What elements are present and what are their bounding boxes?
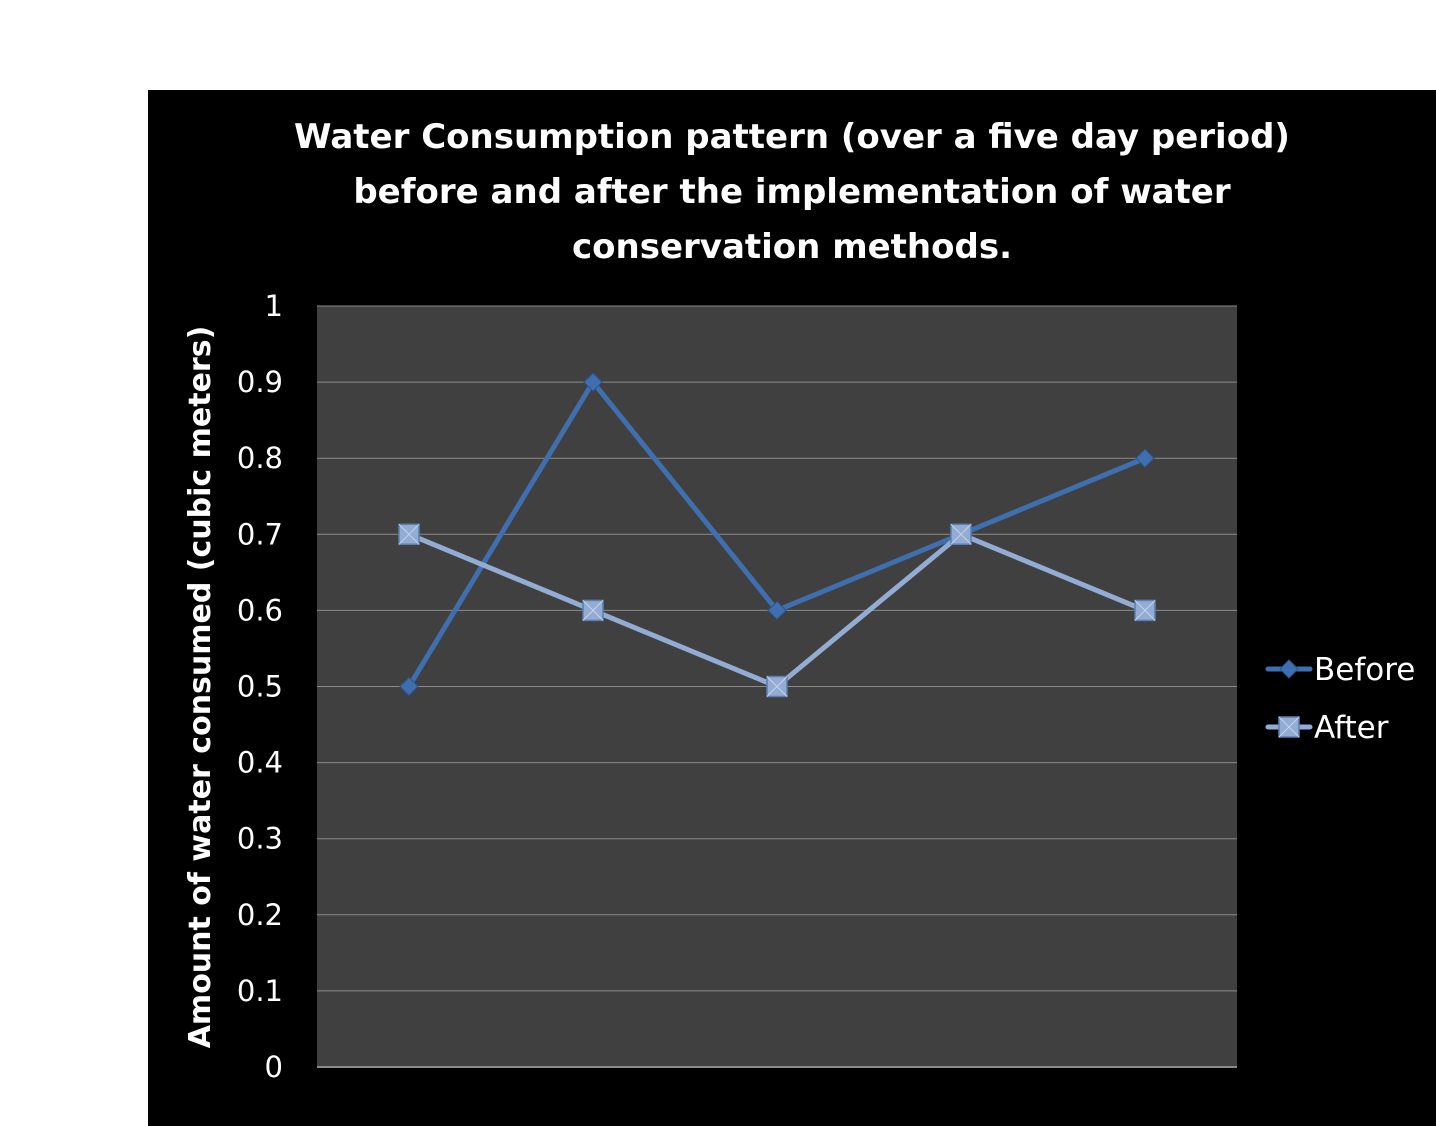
- y-tick-label: 0.2: [237, 898, 283, 932]
- y-tick-label: 0: [265, 1050, 283, 1084]
- y-tick-label: 0.4: [237, 746, 283, 780]
- data-point: [398, 523, 420, 546]
- legend-marker-icon: [1278, 716, 1300, 738]
- data-point: [583, 372, 603, 392]
- data-point: [767, 600, 787, 621]
- legend-item-before: Before: [1265, 652, 1415, 688]
- y-tick-label: 1: [265, 289, 283, 323]
- y-axis-label: Amount of water consumed (cubic meters): [183, 326, 218, 1049]
- data-point: [1135, 448, 1155, 468]
- legend-label: Before: [1314, 652, 1415, 688]
- data-point: [950, 523, 972, 546]
- title-line-3: conservation methods.: [572, 227, 1012, 267]
- legend-label: After: [1314, 710, 1389, 746]
- chart-title: Water Consumption pattern (over a five d…: [294, 117, 1290, 267]
- y-tick-label: 0.6: [237, 593, 283, 627]
- y-tick-label: 0.3: [237, 822, 283, 856]
- data-point: [399, 676, 419, 697]
- data-point: [766, 675, 788, 698]
- title-line-1: Water Consumption pattern (over a five d…: [294, 117, 1290, 157]
- data-point: [1134, 599, 1156, 622]
- legend-item-after: After: [1265, 710, 1389, 746]
- y-tick-label: 0.8: [237, 441, 283, 475]
- y-tick-label: 0.5: [237, 670, 283, 704]
- y-tick-label: 0.9: [237, 365, 283, 399]
- title-line-2: before and after the implementation of w…: [353, 172, 1231, 212]
- y-tick-label: 0.1: [237, 974, 283, 1008]
- y-tick-label: 0.7: [237, 517, 283, 551]
- legend-marker-icon: [1279, 659, 1299, 679]
- series-after: [398, 523, 1156, 698]
- data-point: [582, 599, 604, 622]
